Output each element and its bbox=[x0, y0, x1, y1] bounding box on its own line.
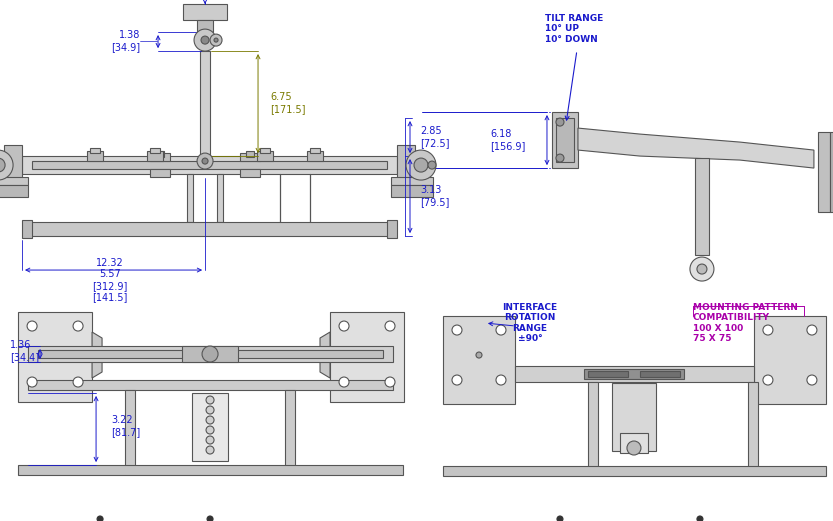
Bar bbox=[192, 393, 228, 461]
Bar bbox=[28, 346, 393, 362]
Polygon shape bbox=[0, 177, 28, 185]
Circle shape bbox=[557, 516, 563, 521]
Polygon shape bbox=[391, 177, 433, 185]
Circle shape bbox=[206, 426, 214, 434]
Circle shape bbox=[27, 377, 37, 387]
Circle shape bbox=[807, 325, 817, 335]
Circle shape bbox=[97, 516, 103, 521]
Circle shape bbox=[206, 406, 214, 414]
Circle shape bbox=[206, 446, 214, 454]
Circle shape bbox=[556, 118, 564, 126]
Text: 1.38
[34.9]: 1.38 [34.9] bbox=[111, 30, 140, 52]
Circle shape bbox=[452, 325, 462, 335]
Bar bbox=[818, 132, 830, 212]
Text: INTERFACE
ROTATION
RANGE
±90°: INTERFACE ROTATION RANGE ±90° bbox=[502, 303, 557, 343]
Bar bbox=[640, 371, 680, 377]
Polygon shape bbox=[0, 185, 28, 197]
Circle shape bbox=[207, 516, 213, 521]
Bar bbox=[217, 174, 223, 222]
Text: MOUNTING PATTERN
COMPATIBILITY
100 X 100
75 X 75: MOUNTING PATTERN COMPATIBILITY 100 X 100… bbox=[693, 303, 798, 343]
Circle shape bbox=[690, 257, 714, 281]
Circle shape bbox=[496, 325, 506, 335]
Bar bbox=[612, 383, 656, 451]
Circle shape bbox=[339, 377, 349, 387]
Bar bbox=[183, 4, 227, 20]
Circle shape bbox=[697, 516, 703, 521]
Circle shape bbox=[214, 38, 218, 42]
Text: 6.75
[171.5]: 6.75 [171.5] bbox=[270, 92, 306, 114]
Bar bbox=[150, 148, 160, 153]
Bar bbox=[28, 222, 391, 236]
Polygon shape bbox=[391, 185, 433, 197]
Circle shape bbox=[210, 34, 222, 46]
Text: 3.22
[81.7]: 3.22 [81.7] bbox=[111, 415, 140, 437]
Circle shape bbox=[408, 158, 422, 172]
Bar bbox=[4, 145, 22, 185]
Bar bbox=[257, 151, 273, 161]
Bar bbox=[515, 366, 754, 382]
Bar bbox=[125, 390, 135, 470]
Circle shape bbox=[194, 29, 216, 51]
Bar bbox=[32, 161, 387, 169]
Circle shape bbox=[202, 346, 218, 362]
Circle shape bbox=[385, 377, 395, 387]
Circle shape bbox=[807, 375, 817, 385]
Circle shape bbox=[201, 36, 209, 44]
Circle shape bbox=[0, 158, 5, 172]
Bar bbox=[38, 350, 383, 358]
Circle shape bbox=[428, 161, 436, 169]
Bar bbox=[150, 153, 170, 161]
Circle shape bbox=[452, 375, 462, 385]
Text: 2.85
[72.5]: 2.85 [72.5] bbox=[420, 126, 450, 148]
Circle shape bbox=[206, 416, 214, 424]
Bar bbox=[87, 151, 103, 161]
Polygon shape bbox=[320, 332, 330, 378]
Bar bbox=[588, 382, 598, 472]
Circle shape bbox=[496, 375, 506, 385]
Circle shape bbox=[763, 325, 773, 335]
Bar bbox=[22, 156, 397, 174]
Circle shape bbox=[206, 396, 214, 404]
Bar bbox=[200, 51, 210, 158]
Bar bbox=[182, 346, 238, 362]
Circle shape bbox=[339, 321, 349, 331]
Circle shape bbox=[73, 321, 83, 331]
Bar bbox=[443, 466, 826, 476]
Bar bbox=[22, 220, 32, 238]
Bar bbox=[584, 369, 684, 379]
Circle shape bbox=[763, 375, 773, 385]
Bar bbox=[28, 380, 393, 390]
Circle shape bbox=[197, 153, 213, 169]
Bar bbox=[187, 174, 193, 222]
Polygon shape bbox=[92, 332, 102, 378]
Bar bbox=[240, 153, 260, 161]
Bar bbox=[397, 145, 415, 185]
Bar bbox=[156, 151, 164, 157]
Bar bbox=[556, 118, 574, 162]
Text: 1.36
[34.4]: 1.36 [34.4] bbox=[10, 340, 39, 362]
Circle shape bbox=[556, 154, 564, 162]
Circle shape bbox=[697, 264, 707, 274]
Circle shape bbox=[73, 377, 83, 387]
Bar bbox=[620, 433, 648, 453]
Bar bbox=[260, 148, 270, 153]
Bar bbox=[240, 169, 260, 177]
Bar bbox=[754, 316, 826, 404]
Bar bbox=[552, 112, 578, 168]
Bar bbox=[830, 132, 833, 212]
Bar bbox=[285, 390, 295, 470]
Circle shape bbox=[414, 158, 428, 172]
Bar bbox=[443, 316, 515, 404]
Text: 3.13
[79.5]: 3.13 [79.5] bbox=[420, 185, 449, 207]
Circle shape bbox=[27, 321, 37, 331]
Circle shape bbox=[0, 158, 11, 172]
Text: 6.18
[156.9]: 6.18 [156.9] bbox=[490, 129, 526, 151]
Polygon shape bbox=[578, 128, 814, 168]
Bar bbox=[147, 151, 163, 161]
Circle shape bbox=[0, 150, 13, 180]
Text: 12.32
5.57
[312.9]
[141.5]: 12.32 5.57 [312.9] [141.5] bbox=[92, 258, 127, 303]
Bar bbox=[197, 20, 213, 32]
Bar bbox=[246, 151, 254, 157]
Bar bbox=[330, 312, 404, 402]
Circle shape bbox=[202, 158, 208, 164]
